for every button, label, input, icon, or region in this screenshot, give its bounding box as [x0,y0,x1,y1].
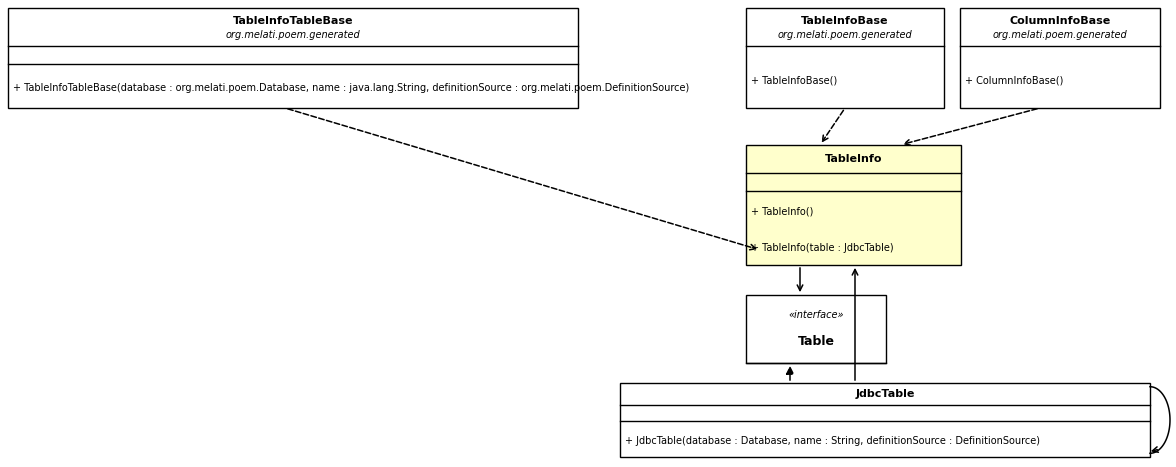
Text: JdbcTable: JdbcTable [855,389,915,399]
Text: TableInfoBase: TableInfoBase [801,16,889,26]
Text: ColumnInfoBase: ColumnInfoBase [1009,16,1110,26]
Bar [746,8,944,108]
Text: + TableInfo(): + TableInfo() [751,206,814,216]
Bar [960,8,1160,108]
Text: + TableInfoTableBase(database : org.melati.poem.Database, name : java.lang.Strin: + TableInfoTableBase(database : org.mela… [13,83,689,93]
Text: + TableInfo(table : JdbcTable): + TableInfo(table : JdbcTable) [751,243,894,254]
Text: org.melati.poem.generated: org.melati.poem.generated [777,29,913,40]
Text: + JdbcTable(database : Database, name : String, definitionSource : DefinitionSou: + JdbcTable(database : Database, name : … [624,436,1040,446]
Bar [8,8,577,108]
Bar [746,145,961,265]
Bar [620,383,1150,457]
Text: «interface»: «interface» [788,311,843,320]
Text: + TableInfoBase(): + TableInfoBase() [751,75,837,85]
Bar [746,295,886,363]
Text: TableInfo: TableInfo [824,154,882,164]
Text: TableInfoTableBase: TableInfoTableBase [233,16,353,26]
Text: Table: Table [797,335,835,348]
Text: org.melati.poem.generated: org.melati.poem.generated [993,29,1128,40]
Text: org.melati.poem.generated: org.melati.poem.generated [226,29,360,40]
Text: + ColumnInfoBase(): + ColumnInfoBase() [965,75,1063,85]
